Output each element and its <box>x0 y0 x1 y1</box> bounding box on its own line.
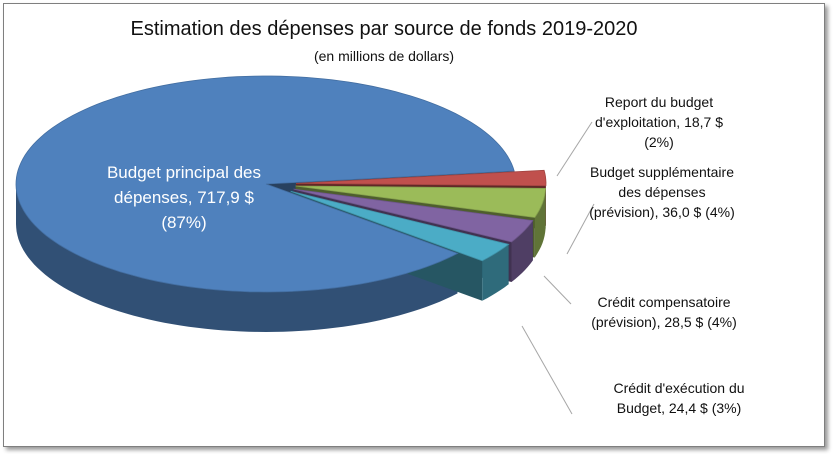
pie-slice <box>290 190 510 262</box>
slice-label: Budget supplémentaire des dépenses (prév… <box>587 162 737 222</box>
value-label: 717,9 $ (87%) <box>161 188 254 232</box>
value-label: 18,7 $ (2%) <box>644 114 723 150</box>
leader-line <box>521 325 573 415</box>
slice-label: Report du budget d'exploitation, 18,7 $ … <box>584 92 734 152</box>
slice-side <box>16 184 458 332</box>
chart-frame: Estimation des dépenses par source de fo… <box>3 3 825 447</box>
category-label: Budget supplémentaire des dépenses (prév… <box>589 164 734 220</box>
pie-slice <box>15 75 515 293</box>
value-label: 24,4 $ (3%) <box>668 400 742 416</box>
category-label: Crédit compensatoire (prévision), <box>591 294 731 330</box>
category-label: Crédit d'exécution du Budget, <box>613 380 745 416</box>
slice-side <box>534 188 546 258</box>
pie-slice <box>295 185 547 218</box>
slice-label: Crédit d'exécution du Budget, 24,4 $ (3%… <box>589 378 769 418</box>
pie-slice <box>295 169 547 187</box>
chart-title: Estimation des dépenses par source de fo… <box>130 18 638 40</box>
slice-side <box>511 220 533 282</box>
category-label: Budget principal des dépenses, <box>106 163 262 207</box>
leader-line <box>556 121 593 177</box>
leader-line <box>566 203 595 255</box>
slice-side <box>482 244 509 301</box>
value-label: 28,5 $ (4%) <box>664 314 737 330</box>
chart <box>15 75 595 415</box>
category-label: Report du budget d'exploitation, <box>594 94 714 130</box>
slice-label: Crédit compensatoire (prévision), 28,5 $… <box>569 292 759 332</box>
pie-slice <box>293 188 534 243</box>
chart-subtitle: (en millions de dollars) <box>313 48 455 64</box>
slice-label: Budget principal des dépenses, 717,9 $ (… <box>99 160 269 235</box>
leader-line <box>543 275 572 305</box>
value-label: 36,0 $ (4%) <box>662 204 735 220</box>
